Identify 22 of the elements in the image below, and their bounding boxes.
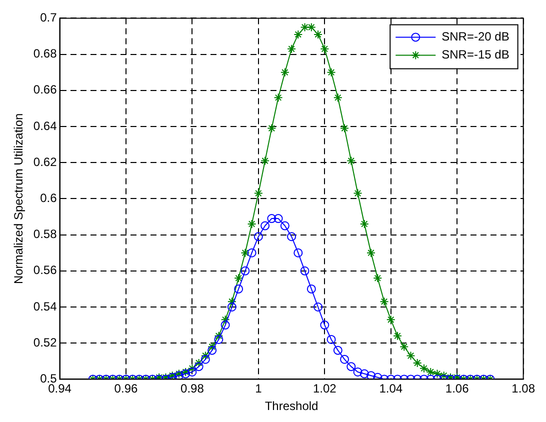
x-tick-label: 0.98 <box>180 382 204 396</box>
x-tick-label: 1.02 <box>312 382 337 396</box>
y-tick-label: 0.6 <box>40 191 58 206</box>
x-tick-label: 1.04 <box>379 382 403 396</box>
x-tick-label: 1 <box>255 382 262 396</box>
y-tick-label: 0.62 <box>33 154 58 169</box>
y-tick-label: 0.66 <box>33 82 58 97</box>
x-tick-label: 0.96 <box>114 382 138 396</box>
y-tick-label: 0.64 <box>33 118 58 133</box>
y-axis-title: Normalized Spectrum Utilization <box>12 113 26 284</box>
x-axis-title: Threshold <box>264 399 318 414</box>
y-tick-label: 0.68 <box>33 46 58 61</box>
legend-label: SNR=-15 dB <box>442 48 510 62</box>
x-tick-label: 1.06 <box>445 382 470 396</box>
y-tick-label: 0.56 <box>33 263 58 278</box>
y-tick-label: 0.7 <box>40 10 58 25</box>
x-tick-label: 0.94 <box>48 382 72 396</box>
y-tick-label: 0.58 <box>33 227 58 242</box>
y-tick-label: 0.52 <box>33 335 58 350</box>
y-tick-label: 0.54 <box>33 299 58 314</box>
x-tick-label: 1.08 <box>512 382 536 396</box>
legend-label: SNR=-20 dB <box>442 30 510 44</box>
